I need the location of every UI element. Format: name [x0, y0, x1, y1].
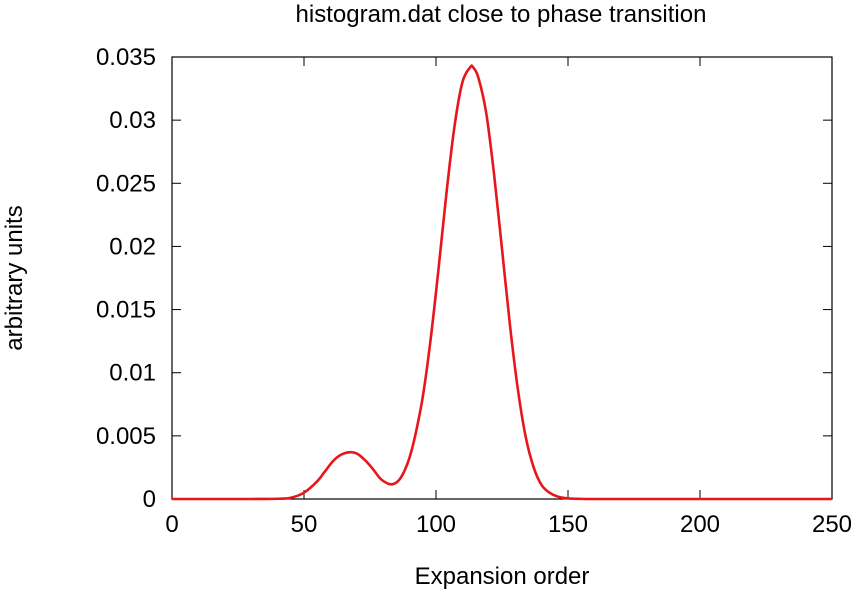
x-axis: 0 50 100 150 200 250 — [165, 57, 852, 538]
x-tick-label: 50 — [291, 511, 318, 538]
y-tick-label: 0 — [143, 486, 156, 513]
x-tick-label: 250 — [812, 511, 852, 538]
y-tick-label: 0.015 — [96, 297, 156, 324]
y-tick-label: 0.035 — [96, 44, 156, 71]
series-line — [172, 64, 832, 501]
y-tick-label: 0.025 — [96, 170, 156, 197]
plot-border — [171, 56, 833, 500]
y-axis: 0 0.005 0.01 0.015 0.02 0.025 0.03 0.035 — [96, 44, 832, 513]
y-tick-label: 0.01 — [109, 360, 156, 387]
series-group — [172, 64, 832, 501]
chart-title: histogram.dat close to phase transition — [296, 1, 707, 28]
x-tick-label: 150 — [548, 511, 588, 538]
y-tick-label: 0.02 — [109, 233, 156, 260]
y-tick-label: 0.005 — [96, 423, 156, 450]
x-tick-label: 0 — [165, 511, 178, 538]
x-tick-label: 100 — [416, 511, 456, 538]
x-tick-label: 200 — [680, 511, 720, 538]
y-axis-label: arbitrary units — [1, 205, 28, 350]
x-axis-label: Expansion order — [415, 563, 590, 590]
y-tick-label: 0.03 — [109, 107, 156, 134]
plot-area — [171, 56, 833, 500]
